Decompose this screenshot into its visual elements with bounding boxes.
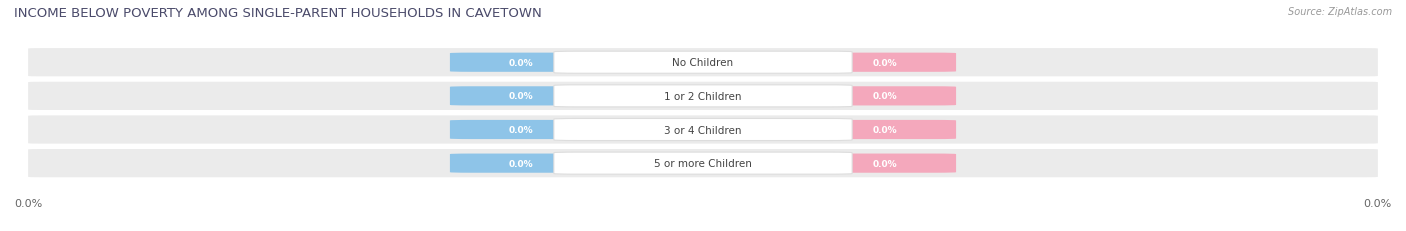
FancyBboxPatch shape (450, 120, 592, 140)
Text: 0.0%: 0.0% (1364, 198, 1392, 208)
Text: 0.0%: 0.0% (509, 125, 533, 134)
Text: 3 or 4 Children: 3 or 4 Children (664, 125, 742, 135)
FancyBboxPatch shape (450, 53, 592, 73)
Text: 0.0%: 0.0% (509, 159, 533, 168)
Text: 0.0%: 0.0% (873, 58, 897, 67)
FancyBboxPatch shape (28, 82, 1378, 110)
Text: 0.0%: 0.0% (509, 92, 533, 101)
FancyBboxPatch shape (28, 149, 1378, 177)
FancyBboxPatch shape (814, 154, 956, 173)
Text: 0.0%: 0.0% (873, 159, 897, 168)
FancyBboxPatch shape (814, 87, 956, 106)
FancyBboxPatch shape (28, 49, 1378, 77)
FancyBboxPatch shape (554, 152, 852, 174)
Text: 1 or 2 Children: 1 or 2 Children (664, 91, 742, 101)
Text: INCOME BELOW POVERTY AMONG SINGLE-PARENT HOUSEHOLDS IN CAVETOWN: INCOME BELOW POVERTY AMONG SINGLE-PARENT… (14, 7, 541, 20)
Text: Source: ZipAtlas.com: Source: ZipAtlas.com (1288, 7, 1392, 17)
Text: 0.0%: 0.0% (873, 125, 897, 134)
FancyBboxPatch shape (554, 85, 852, 107)
FancyBboxPatch shape (28, 116, 1378, 144)
Text: 5 or more Children: 5 or more Children (654, 158, 752, 168)
FancyBboxPatch shape (814, 53, 956, 73)
Text: 0.0%: 0.0% (14, 198, 42, 208)
Text: 0.0%: 0.0% (873, 92, 897, 101)
FancyBboxPatch shape (554, 119, 852, 141)
FancyBboxPatch shape (450, 87, 592, 106)
Text: 0.0%: 0.0% (509, 58, 533, 67)
FancyBboxPatch shape (554, 52, 852, 74)
Text: No Children: No Children (672, 58, 734, 68)
FancyBboxPatch shape (450, 154, 592, 173)
Legend: Single Father, Single Mother: Single Father, Single Mother (593, 226, 813, 231)
FancyBboxPatch shape (814, 120, 956, 140)
